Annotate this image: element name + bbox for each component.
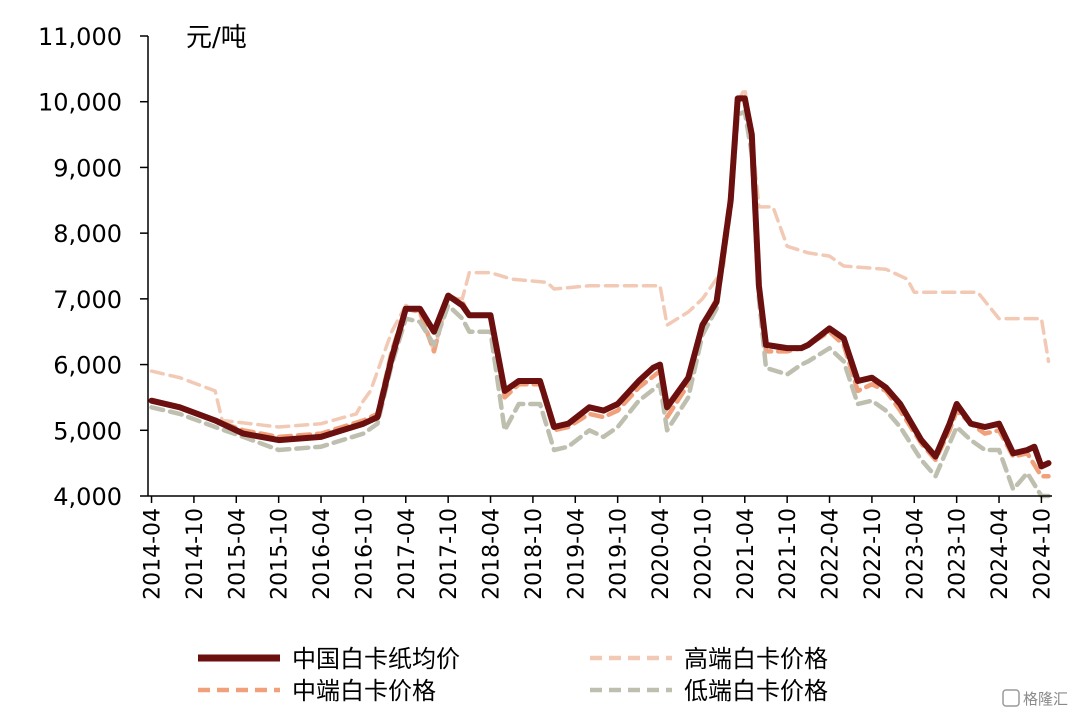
- y-tick-label: 6,000: [53, 352, 122, 380]
- x-tick-label: 2016-04: [310, 508, 335, 600]
- unit-label: 元/吨: [186, 23, 247, 53]
- x-axis-ticks: 2014-04 2014-10 2015-04 2015-10 2016-04 2016-…: [141, 496, 1055, 600]
- x-tick-label: 2014-10: [183, 508, 208, 600]
- y-tick-label: 10,000: [38, 89, 122, 117]
- x-tick-label: 2022-10: [861, 508, 886, 600]
- x-tick-label: 2014-04: [141, 508, 166, 600]
- x-tick-label: 2024-04: [988, 508, 1013, 600]
- y-tick-label: 9,000: [53, 154, 122, 182]
- watermark: 格隆汇: [1002, 689, 1068, 708]
- legend-label: 高端白卡价格: [684, 645, 828, 673]
- y-axis-ticks: 4,000 5,000 6,000 7,000 8,000 9,000 10,000 11,0…: [38, 23, 148, 511]
- watermark-logo-icon: [1002, 689, 1020, 707]
- x-tick-label: 2024-10: [1030, 508, 1055, 600]
- y-tick-label: 8,000: [53, 220, 122, 248]
- plot-area: [148, 86, 1052, 499]
- x-tick-label: 2016-10: [352, 508, 377, 600]
- y-tick-label: 5,000: [53, 417, 122, 445]
- y-tick-label: 7,000: [53, 286, 122, 314]
- x-tick-label: 2018-04: [480, 508, 505, 600]
- x-tick-label: 2023-10: [946, 508, 971, 600]
- series-line: [148, 95, 1052, 470]
- y-tick-label: 11,000: [38, 23, 122, 51]
- x-tick-label: 2020-04: [649, 508, 674, 600]
- x-tick-label: 2022-04: [819, 508, 844, 600]
- x-tick-label: 2021-10: [776, 508, 801, 600]
- x-tick-label: 2021-04: [734, 508, 759, 600]
- x-tick-label: 2019-10: [607, 508, 632, 600]
- legend-label: 中国白卡纸均价: [292, 645, 460, 673]
- x-tick-label: 2020-10: [691, 508, 716, 600]
- watermark-text: 格隆汇: [1023, 690, 1068, 708]
- legend-label: 中端白卡价格: [292, 677, 436, 705]
- x-tick-label: 2017-10: [437, 508, 462, 600]
- series-line: [149, 86, 1051, 429]
- series-layer: [148, 86, 1052, 499]
- x-tick-label: 2015-10: [268, 508, 293, 600]
- x-tick-label: 2018-10: [522, 508, 547, 600]
- y-tick-label: 4,000: [53, 483, 122, 511]
- x-tick-label: 2015-04: [225, 508, 250, 600]
- x-tick-label: 2017-04: [395, 508, 420, 600]
- x-tick-label: 2019-04: [564, 508, 589, 600]
- x-tick-label: 2023-04: [903, 508, 928, 600]
- legend-label: 低端白卡价格: [684, 677, 828, 705]
